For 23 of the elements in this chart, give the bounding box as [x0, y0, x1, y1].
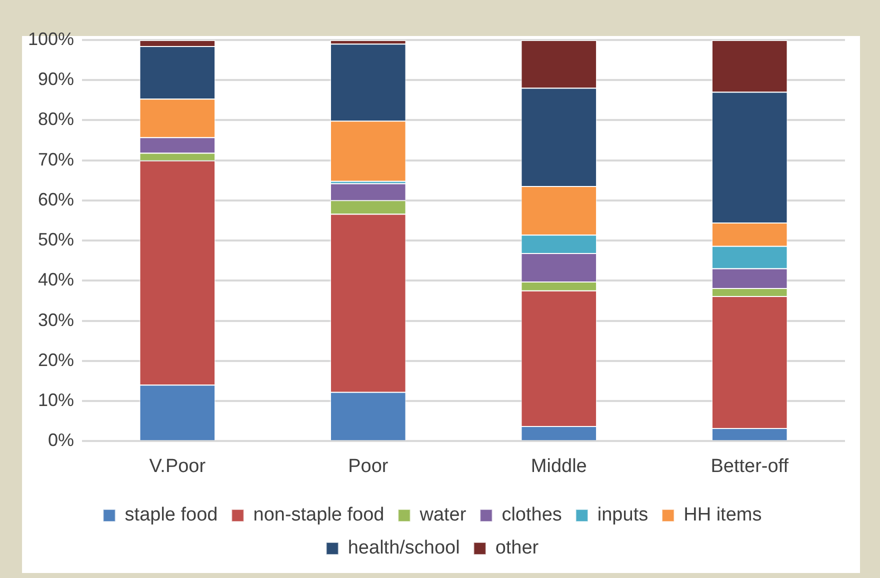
- legend-label: clothes: [502, 504, 562, 526]
- legend-label: HH items: [684, 504, 762, 526]
- y-tick-label: 60%: [38, 189, 74, 210]
- legend-label: health/school: [348, 538, 460, 559]
- legend-label: non-staple food: [253, 504, 384, 526]
- legend-label: other: [495, 538, 540, 559]
- y-tick-label: 30%: [38, 310, 74, 330]
- y-tick-label: 90%: [38, 69, 74, 90]
- x-tick-label: V.Poor: [149, 456, 206, 477]
- y-tick-label: 0%: [48, 430, 74, 450]
- y-tick-label: 20%: [38, 350, 74, 370]
- legend-label: inputs: [597, 504, 648, 526]
- y-tick-label: 70%: [38, 149, 74, 170]
- legend-label: staple food: [124, 504, 218, 526]
- x-tick-label: Better-off: [710, 456, 790, 477]
- y-tick-label: 40%: [38, 270, 74, 290]
- y-tick-label: 100%: [28, 28, 74, 49]
- y-tick-label: 80%: [38, 109, 74, 130]
- x-tick-label: Middle: [530, 456, 587, 477]
- y-tick-label: 10%: [38, 390, 74, 410]
- x-tick-label: Poor: [348, 456, 389, 477]
- legend-label: water: [418, 504, 467, 526]
- y-tick-label: 50%: [38, 230, 74, 250]
